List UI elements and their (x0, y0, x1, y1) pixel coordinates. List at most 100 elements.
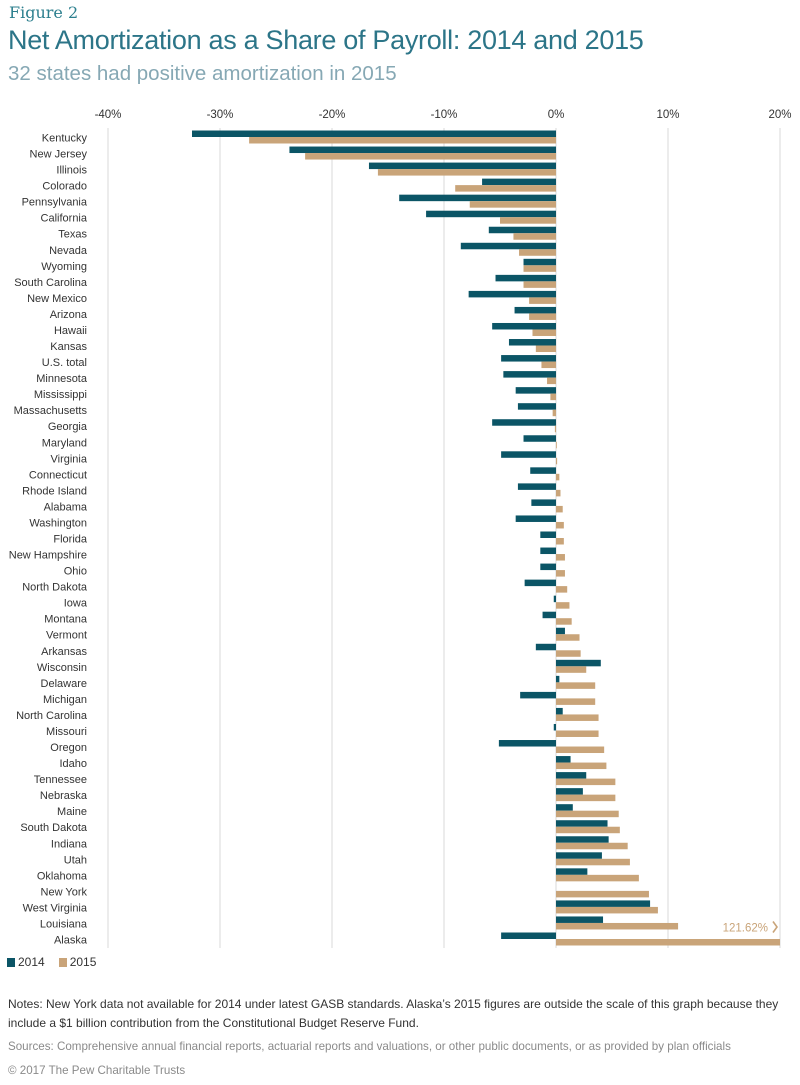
bar-2015 (529, 297, 556, 304)
category-label: South Dakota (20, 822, 88, 834)
bar-2014 (515, 515, 556, 522)
category-label: New Jersey (30, 149, 88, 161)
bar-2015 (556, 650, 581, 657)
bar-2015 (556, 586, 568, 593)
category-label: Connecticut (29, 469, 87, 481)
category-label: Tennessee (34, 774, 87, 786)
category-label: Missouri (46, 726, 87, 738)
bar-2014 (514, 306, 556, 314)
copyright: © 2017 The Pew Charitable Trusts (8, 1064, 186, 1077)
bar-2015 (556, 457, 558, 465)
category-label: Ohio (64, 566, 87, 578)
bar-2015 (556, 939, 780, 946)
bar-2015 (556, 762, 607, 770)
category-label: Alaska (54, 935, 88, 947)
category-label: New York (41, 886, 88, 898)
category-label: Wisconsin (37, 662, 87, 674)
bar-2015 (556, 890, 649, 898)
notes: Notes: New York data not available for 2… (8, 997, 779, 1030)
bar-2015 (305, 153, 556, 160)
bar-2014 (460, 242, 556, 250)
category-label: Washington (29, 517, 87, 529)
x-tick-label: -40% (95, 109, 122, 121)
category-label: Colorado (42, 181, 87, 193)
category-label: California (41, 213, 88, 225)
category-label: Illinois (56, 165, 87, 177)
bar-2015 (556, 505, 563, 513)
bar-2014 (556, 627, 565, 635)
legend-swatch-2015 (58, 957, 67, 967)
category-label: Delaware (41, 678, 87, 690)
bar-2014 (553, 595, 556, 603)
bar-2014 (556, 820, 608, 827)
bar-2015 (556, 682, 596, 689)
bar-2015 (469, 201, 556, 208)
legend: 2014 2015 (7, 955, 106, 969)
bar-2014 (368, 162, 556, 170)
x-tick-label: 0% (548, 109, 565, 121)
category-label: Utah (64, 854, 87, 866)
legend-swatch-2014 (7, 957, 15, 967)
bar-2014 (535, 643, 556, 651)
category-label: West Virginia (23, 902, 88, 914)
bar-2015 (552, 409, 556, 417)
bar-2015 (556, 570, 565, 577)
bar-2014 (192, 130, 556, 137)
bar-2015 (541, 361, 556, 369)
bar-2014 (517, 483, 556, 490)
bar-2015 (556, 538, 564, 545)
bar-2015 (547, 377, 556, 385)
x-tick-label: -20% (319, 109, 346, 121)
bar-2014 (517, 403, 556, 410)
bar-2015 (556, 810, 619, 818)
data-label: 121.62% (723, 923, 768, 935)
bar-2014 (540, 547, 556, 555)
bar-2014 (468, 290, 556, 298)
bar-2014 (530, 467, 556, 474)
bar-2014 (492, 419, 556, 426)
bar-2015 (519, 249, 556, 256)
bar-2015 (556, 618, 572, 625)
bar-chart: -40% -30% -20% -10% 0% 10% 20% Kentucky New Jer… (9, 109, 792, 948)
bar-2014 (501, 932, 556, 939)
category-label: Mississippi (34, 389, 87, 401)
bar-2015 (556, 441, 557, 449)
bars (192, 130, 780, 946)
bar-2015 (556, 473, 560, 481)
bar-2014 (556, 788, 583, 795)
bar-2015 (556, 922, 679, 930)
category-label: Michigan (43, 694, 87, 706)
category-label: Kansas (50, 341, 87, 353)
bar-2015 (556, 794, 616, 802)
annotations: 121.62% (723, 921, 778, 935)
bar-2015 (556, 858, 630, 866)
category-label: Virginia (51, 453, 88, 465)
bar-2015 (556, 778, 616, 786)
bar-2014 (426, 210, 556, 218)
bar-2014 (556, 675, 560, 683)
category-label: Nebraska (40, 790, 88, 802)
sources: Sources: Comprehensive annual financial … (8, 1040, 731, 1053)
x-tick-label: 10% (656, 109, 679, 121)
bar-2014 (556, 756, 571, 763)
bar-2014 (556, 916, 604, 923)
category-label: Montana (44, 614, 88, 626)
category-label: Hawaii (54, 325, 87, 337)
category-label: Wyoming (41, 261, 87, 273)
bar-2015 (535, 345, 556, 353)
bar-2014 (520, 691, 556, 699)
bar-2015 (556, 842, 628, 850)
bar-2014 (508, 339, 556, 346)
bar-2014 (556, 804, 573, 811)
bar-2015 (523, 265, 556, 272)
bar-2015 (523, 281, 556, 288)
category-label: Texas (58, 229, 87, 241)
bar-2014 (556, 707, 563, 715)
x-tick-label: -30% (207, 109, 234, 121)
bar-2014 (540, 563, 556, 571)
bar-2015 (377, 169, 556, 176)
category-label: Rhode Island (22, 485, 87, 497)
category-label: South Carolina (14, 277, 88, 289)
category-label: Oklahoma (37, 870, 88, 882)
bar-2015 (513, 233, 556, 240)
